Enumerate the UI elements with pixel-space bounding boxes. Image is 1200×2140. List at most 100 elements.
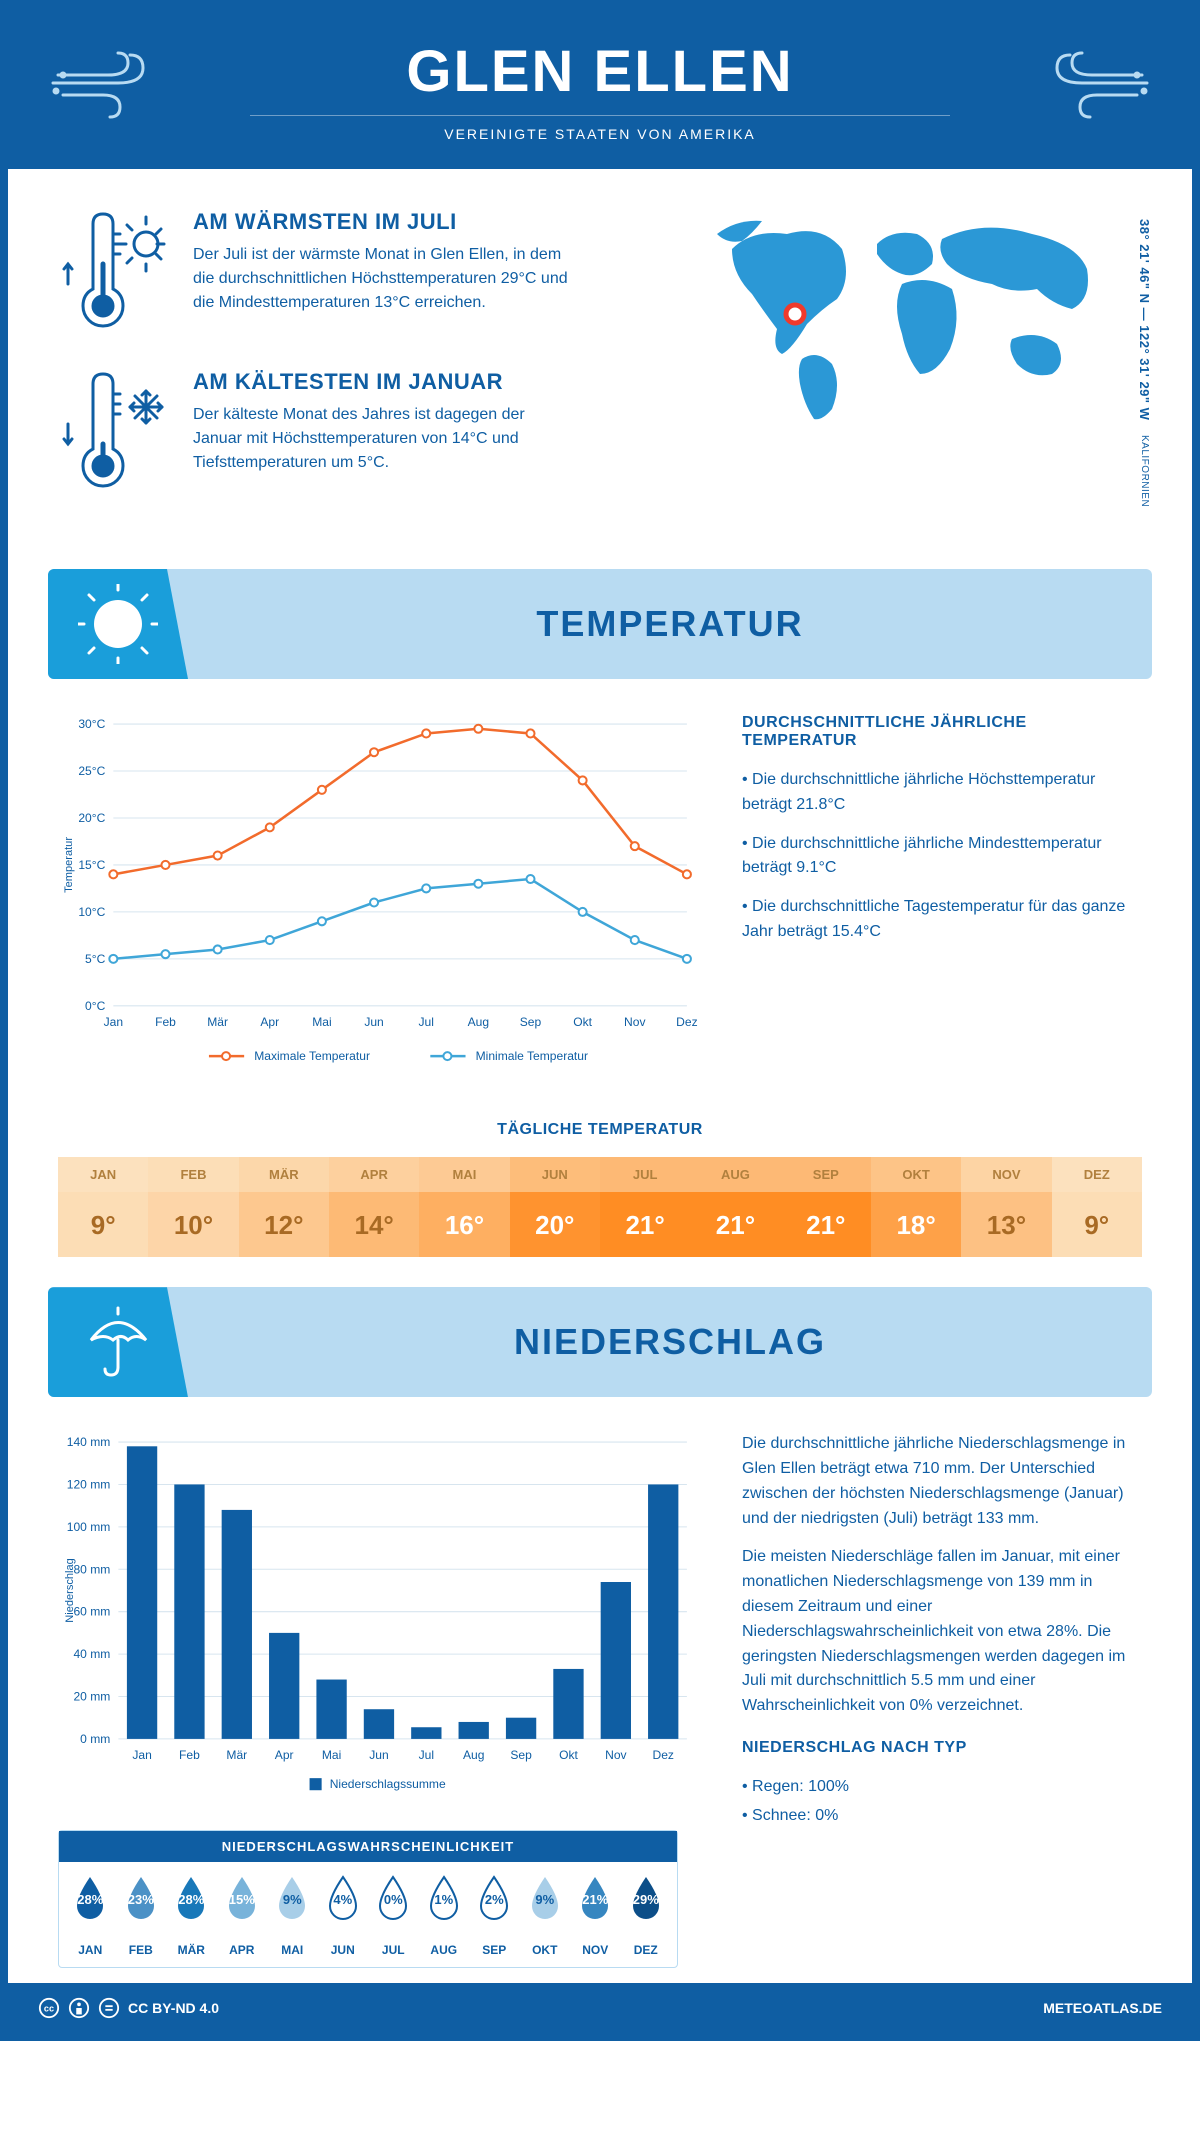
temp-side-title: DURCHSCHNITTLICHE JÄHRLICHE TEMPERATUR bbox=[742, 714, 1142, 750]
daily-temp-title: TÄGLICHE TEMPERATUR bbox=[8, 1121, 1192, 1139]
svg-text:120 mm: 120 mm bbox=[67, 1478, 111, 1492]
svg-text:40 mm: 40 mm bbox=[73, 1647, 110, 1661]
svg-text:30°C: 30°C bbox=[78, 717, 105, 731]
page-subtitle: VEREINIGTE STAATEN VON AMERIKA bbox=[250, 115, 950, 142]
svg-text:25°C: 25°C bbox=[78, 764, 105, 778]
temperature-title: TEMPERATUR bbox=[188, 603, 1152, 645]
brand-label: METEOATLAS.DE bbox=[1043, 2000, 1162, 2016]
svg-text:0°C: 0°C bbox=[85, 999, 106, 1013]
svg-text:60 mm: 60 mm bbox=[73, 1605, 110, 1619]
svg-text:Nov: Nov bbox=[624, 1015, 645, 1029]
warmest-block: AM WÄRMSTEN IM JULI Der Juli ist der wär… bbox=[58, 209, 652, 334]
svg-text:Mär: Mär bbox=[226, 1748, 247, 1762]
svg-text:Feb: Feb bbox=[179, 1748, 200, 1762]
svg-text:Feb: Feb bbox=[155, 1015, 176, 1029]
svg-text:Okt: Okt bbox=[573, 1015, 592, 1029]
wind-icon bbox=[48, 43, 158, 123]
svg-text:Apr: Apr bbox=[275, 1748, 294, 1762]
daily-temp-cell: DEZ9° bbox=[1052, 1157, 1142, 1257]
precipitation-title: NIEDERSCHLAG bbox=[188, 1321, 1152, 1363]
thermometer-cold-icon bbox=[58, 369, 168, 489]
prob-item: 28% MÄR bbox=[166, 1874, 217, 1957]
temp-side-p2: • Die durchschnittliche jährliche Mindes… bbox=[742, 832, 1142, 882]
svg-text:Apr: Apr bbox=[260, 1015, 279, 1029]
prob-item: 21% NOV bbox=[570, 1874, 621, 1957]
prob-title: NIEDERSCHLAGSWAHRSCHEINLICHKEIT bbox=[59, 1831, 677, 1862]
cc-icon: cc bbox=[38, 1997, 60, 2019]
license-label: CC BY-ND 4.0 bbox=[128, 2000, 219, 2016]
svg-text:Jun: Jun bbox=[369, 1748, 388, 1762]
precip-type-rain: • Regen: 100% bbox=[742, 1775, 1142, 1800]
svg-text:Minimale Temperatur: Minimale Temperatur bbox=[476, 1049, 588, 1063]
daily-temp-cell: MÄR12° bbox=[239, 1157, 329, 1257]
wind-icon bbox=[1042, 43, 1152, 123]
svg-text:100 mm: 100 mm bbox=[67, 1520, 111, 1534]
daily-temp-table: JAN9°FEB10°MÄR12°APR14°MAI16°JUN20°JUL21… bbox=[58, 1157, 1142, 1257]
daily-temp-cell: NOV13° bbox=[961, 1157, 1051, 1257]
temp-side-p3: • Die durchschnittliche Tagestemperatur … bbox=[742, 895, 1142, 945]
precip-side-p2: Die meisten Niederschläge fallen im Janu… bbox=[742, 1545, 1142, 1719]
svg-text:140 mm: 140 mm bbox=[67, 1435, 111, 1449]
prob-item: 1% AUG bbox=[419, 1874, 470, 1957]
svg-text:Maximale Temperatur: Maximale Temperatur bbox=[254, 1049, 370, 1063]
thermometer-hot-icon bbox=[58, 209, 168, 329]
coordinates: 38° 21' 46" N — 122° 31' 29" W KALIFORNI… bbox=[1137, 219, 1152, 507]
svg-text:Niederschlag: Niederschlag bbox=[64, 1558, 76, 1622]
prob-item: 2% SEP bbox=[469, 1874, 520, 1957]
prob-item: 4% JUN bbox=[318, 1874, 369, 1957]
coldest-title: AM KÄLTESTEN IM JANUAR bbox=[193, 369, 573, 395]
precipitation-probability-table: NIEDERSCHLAGSWAHRSCHEINLICHKEIT 28% JAN … bbox=[58, 1830, 678, 1968]
coldest-block: AM KÄLTESTEN IM JANUAR Der kälteste Mona… bbox=[58, 369, 652, 494]
svg-text:Temperatur: Temperatur bbox=[63, 837, 75, 893]
prob-item: 9% MAI bbox=[267, 1874, 318, 1957]
svg-text:Aug: Aug bbox=[463, 1748, 484, 1762]
overview-section: AM WÄRMSTEN IM JULI Der Juli ist der wär… bbox=[8, 169, 1192, 559]
svg-text:Jan: Jan bbox=[104, 1015, 123, 1029]
svg-text:0 mm: 0 mm bbox=[80, 1732, 110, 1746]
svg-text:Mär: Mär bbox=[207, 1015, 228, 1029]
daily-temp-cell: APR14° bbox=[329, 1157, 419, 1257]
svg-text:20°C: 20°C bbox=[78, 811, 105, 825]
prob-item: 23% FEB bbox=[116, 1874, 167, 1957]
world-map-icon bbox=[692, 209, 1102, 429]
daily-temp-cell: JAN9° bbox=[58, 1157, 148, 1257]
precip-type-snow: • Schnee: 0% bbox=[742, 1804, 1142, 1829]
svg-text:Mai: Mai bbox=[322, 1748, 341, 1762]
svg-text:Jul: Jul bbox=[419, 1748, 434, 1762]
temperature-banner: TEMPERATUR bbox=[48, 569, 1152, 679]
svg-text:Mai: Mai bbox=[312, 1015, 331, 1029]
warmest-text: Der Juli ist der wärmste Monat in Glen E… bbox=[193, 243, 573, 315]
svg-text:80 mm: 80 mm bbox=[73, 1563, 110, 1577]
daily-temp-cell: JUN20° bbox=[510, 1157, 600, 1257]
prob-item: 15% APR bbox=[217, 1874, 268, 1957]
daily-temp-cell: FEB10° bbox=[148, 1157, 238, 1257]
nd-icon bbox=[98, 1997, 120, 2019]
svg-text:Dez: Dez bbox=[676, 1015, 697, 1029]
daily-temp-cell: JUL21° bbox=[600, 1157, 690, 1257]
svg-text:Sep: Sep bbox=[520, 1015, 542, 1029]
svg-text:cc: cc bbox=[44, 2003, 54, 2013]
svg-text:Sep: Sep bbox=[510, 1748, 532, 1762]
daily-temp-cell: MAI16° bbox=[419, 1157, 509, 1257]
svg-text:Jan: Jan bbox=[132, 1748, 151, 1762]
svg-text:Aug: Aug bbox=[468, 1015, 489, 1029]
warmest-title: AM WÄRMSTEN IM JULI bbox=[193, 209, 573, 235]
precipitation-bar-chart: 0 mm20 mm40 mm60 mm80 mm100 mm120 mm140 … bbox=[58, 1432, 702, 1804]
daily-temp-cell: AUG21° bbox=[690, 1157, 780, 1257]
svg-text:5°C: 5°C bbox=[85, 952, 106, 966]
coldest-text: Der kälteste Monat des Jahres ist dagege… bbox=[193, 403, 573, 475]
prob-item: 28% JAN bbox=[65, 1874, 116, 1957]
footer: cc CC BY-ND 4.0 METEOATLAS.DE bbox=[8, 1983, 1192, 2033]
precip-side-p1: Die durchschnittliche jährliche Niedersc… bbox=[742, 1432, 1142, 1531]
svg-text:10°C: 10°C bbox=[78, 905, 105, 919]
header: GLEN ELLEN VEREINIGTE STAATEN VON AMERIK… bbox=[8, 8, 1192, 169]
prob-item: 0% JUL bbox=[368, 1874, 419, 1957]
page-title: GLEN ELLEN bbox=[48, 38, 1152, 105]
temperature-line-chart: 0°C5°C10°C15°C20°C25°C30°CJanFebMärAprMa… bbox=[58, 714, 702, 1076]
daily-temp-cell: SEP21° bbox=[781, 1157, 871, 1257]
svg-text:Nov: Nov bbox=[605, 1748, 626, 1762]
temp-side-p1: • Die durchschnittliche jährliche Höchst… bbox=[742, 768, 1142, 818]
by-icon bbox=[68, 1997, 90, 2019]
prob-item: 29% DEZ bbox=[621, 1874, 672, 1957]
prob-item: 9% OKT bbox=[520, 1874, 571, 1957]
